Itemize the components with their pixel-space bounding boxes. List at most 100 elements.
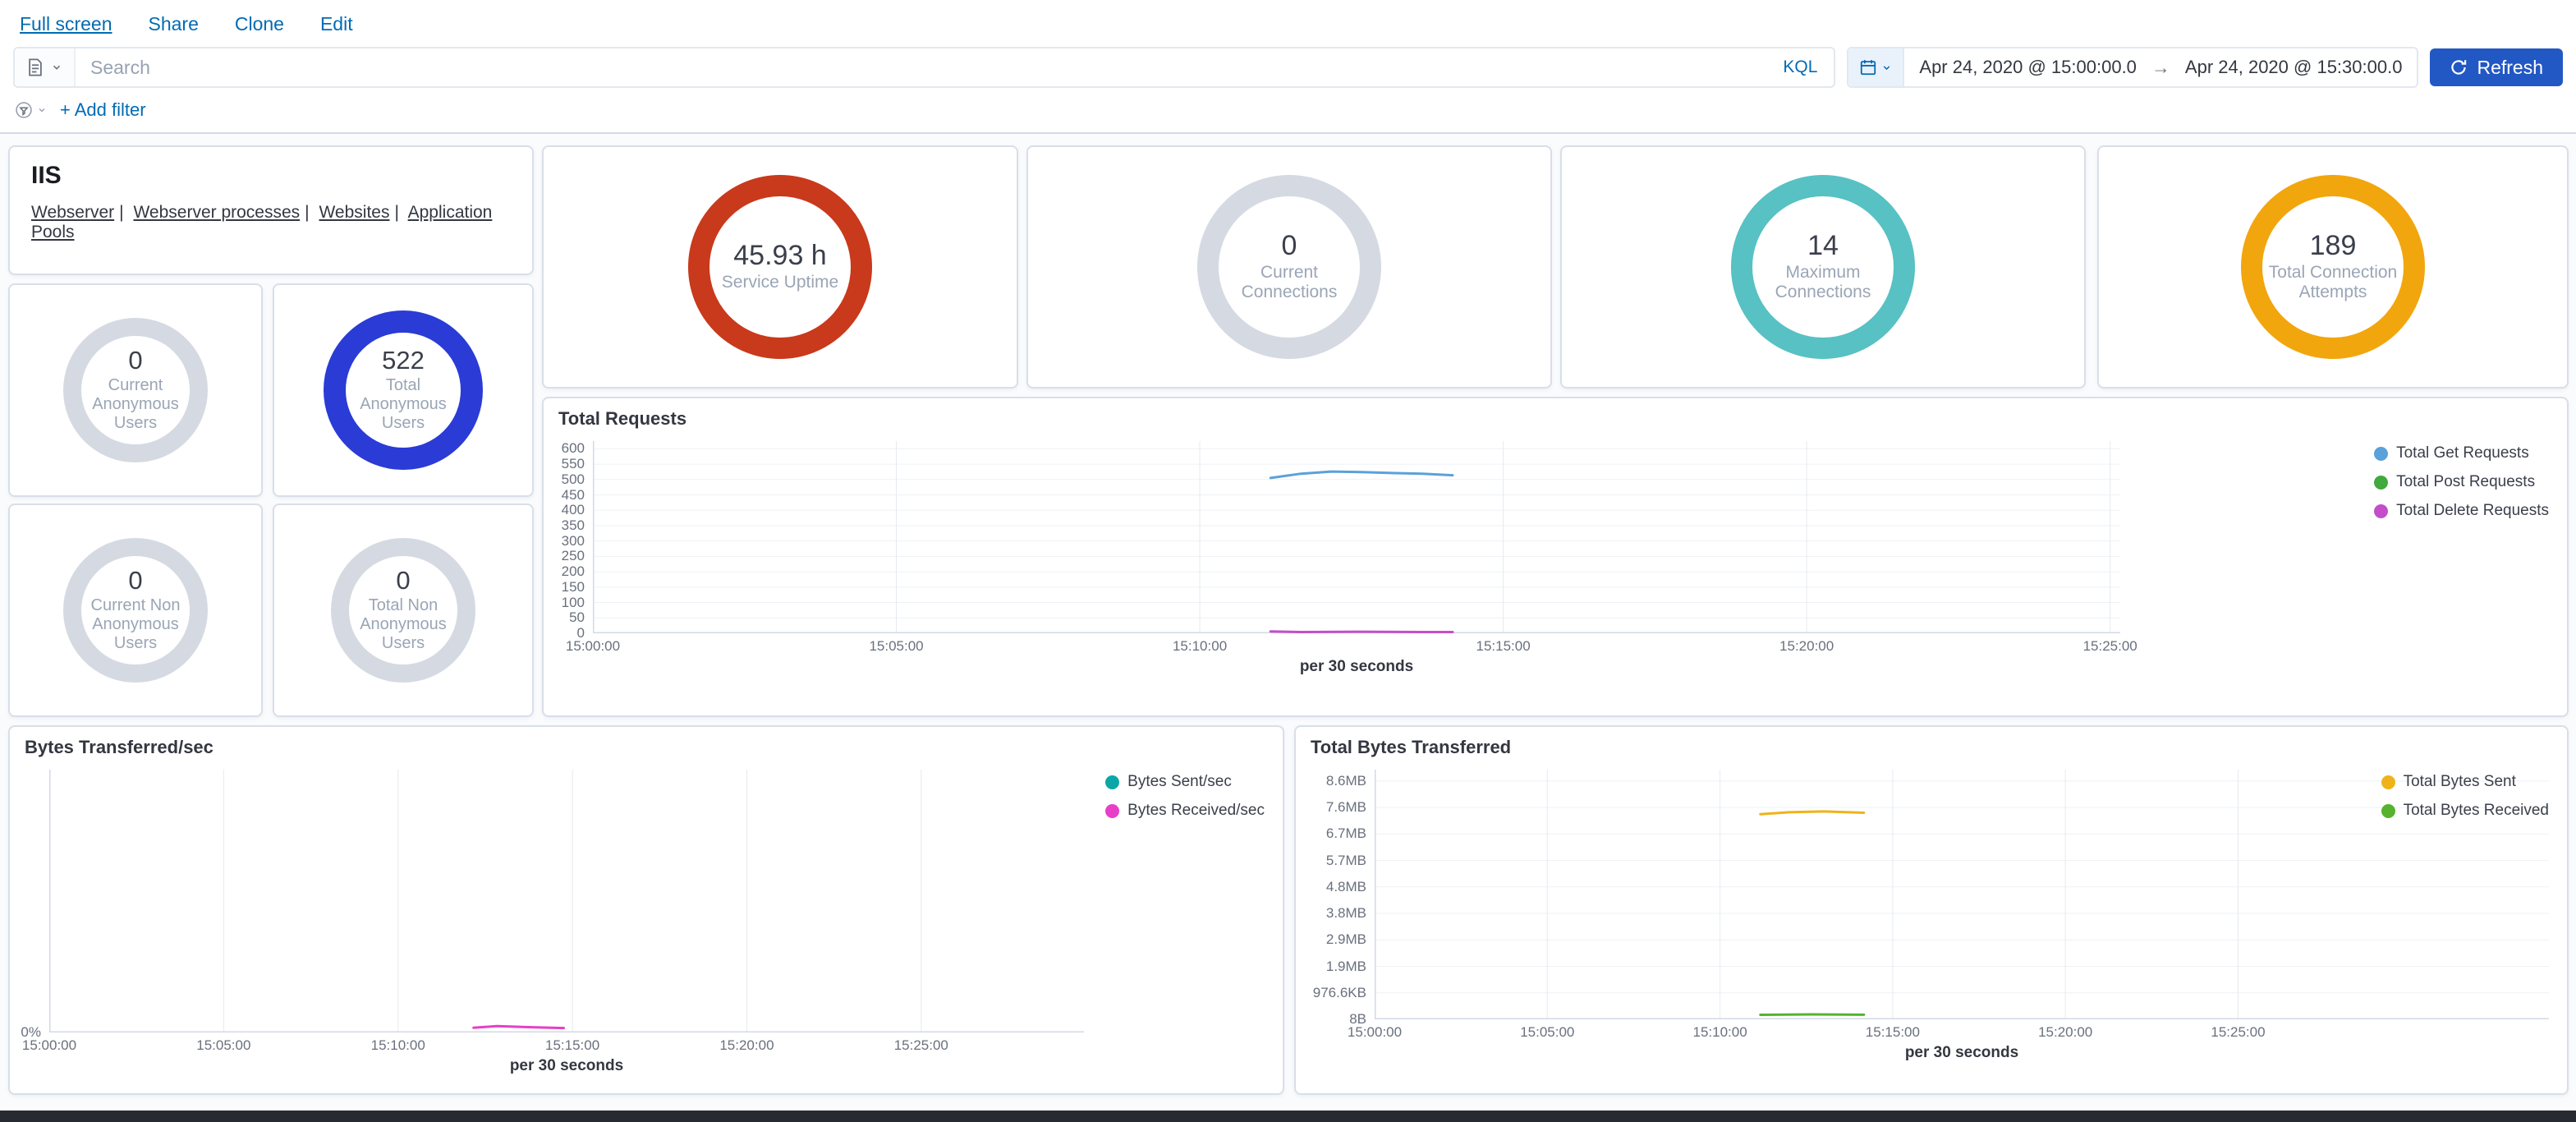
x-axis-label: 15:25:00 [2211, 1024, 2266, 1040]
gauge-label: Current Anonymous Users [92, 376, 179, 433]
x-axis-label: 15:10:00 [370, 1037, 425, 1053]
date-from[interactable]: Apr 24, 2020 @ 15:00:00.0 [1919, 57, 2137, 77]
add-filter-button[interactable]: + Add filter [60, 99, 146, 120]
x-axis-label: 15:05:00 [196, 1037, 251, 1053]
x-axis-label: 15:20:00 [2038, 1024, 2093, 1040]
gauge-value: 0 [1281, 229, 1297, 261]
refresh-icon [2451, 60, 2467, 75]
x-axis-label: 15:00:00 [1347, 1024, 1403, 1040]
legend-item[interactable]: Total Post Requests [2374, 473, 2549, 491]
y-axis-label: 3.8MB [1325, 905, 1366, 922]
x-axis-label: 15:20:00 [1779, 638, 1834, 654]
gauge-label: Total Non Anonymous Users [360, 596, 447, 653]
gauge-ring: 45.93 h Service Uptime [688, 175, 872, 359]
calendar-icon [1861, 60, 1876, 76]
x-axis: 15:00:00 15:05:00 15:10:00 15:15:00 15:20:00… [1348, 1019, 2549, 1042]
y-axis-label: 100 [561, 594, 585, 610]
x-axis-title: per 30 seconds [509, 1057, 624, 1074]
kql-language-button[interactable]: KQL [1783, 57, 1818, 76]
legend-dot-icon [1105, 775, 1120, 789]
search-input[interactable] [76, 56, 1767, 79]
link-separator: | [394, 203, 399, 222]
gauge-value: 14 [1807, 229, 1839, 261]
menu-item-share[interactable]: Share [148, 13, 199, 34]
x-axis-title: per 30 seconds [1299, 658, 1414, 675]
date-to[interactable]: Apr 24, 2020 @ 15:30:00.0 [2184, 57, 2403, 77]
x-axis-label: 15:00:00 [21, 1037, 77, 1053]
legend-label: Total Post Requests [2396, 473, 2536, 490]
saved-query-menu-button[interactable] [15, 48, 76, 86]
x-axis: 15:00:00 15:05:00 15:10:00 15:15:00 15:20:00… [566, 633, 2137, 656]
x-axis-label: 15:15:00 [544, 1037, 600, 1053]
menu-item-clone[interactable]: Clone [234, 13, 284, 34]
legend-label: Bytes Received/sec [1127, 802, 1265, 819]
plot-area[interactable] [593, 441, 2120, 633]
chevron-down-icon [39, 108, 45, 113]
plot-area[interactable] [1375, 770, 2549, 1019]
legend-dot-icon [2381, 803, 2395, 818]
y-axis-label: 550 [561, 456, 585, 472]
filter-options-button[interactable] [15, 101, 47, 119]
date-range-arrow-icon: → [2151, 56, 2170, 78]
x-axis-label: 15:20:00 [719, 1037, 774, 1053]
y-axis-label: 8B [1349, 1010, 1366, 1027]
y-axis-label: 5.7MB [1325, 852, 1366, 868]
search-box: KQL [13, 47, 1836, 88]
legend-dot-icon [2374, 446, 2389, 461]
chevron-down-icon [53, 65, 61, 70]
x-axis-title: per 30 seconds [1904, 1044, 2019, 1061]
x-axis-label: 15:15:00 [1865, 1024, 1920, 1040]
legend: Total Get Requests Total Post Requests Tot… [2374, 444, 2549, 520]
link-websites[interactable]: Websites [319, 203, 390, 222]
x-axis: 15:00:00 15:05:00 15:10:00 15:15:00 15:20:00… [22, 1032, 1084, 1055]
y-axis-label: 7.6MB [1325, 799, 1366, 816]
gauge-label: Total Anonymous Users [360, 376, 447, 433]
x-axis-label: 15:00:00 [565, 638, 621, 654]
y-axis-label: 4.8MB [1325, 878, 1366, 894]
legend-item[interactable]: Total Delete Requests [2374, 502, 2549, 520]
legend-dot-icon [2381, 775, 2395, 789]
gauge-label: Total Connection Attempts [2268, 263, 2398, 302]
y-axis-label: 1.9MB [1325, 958, 1366, 974]
x-axis-label: 15:15:00 [1476, 638, 1531, 654]
y-axis-label: 50 [569, 609, 585, 626]
menu-item-edit[interactable]: Edit [319, 13, 353, 34]
chart-title: Total Requests [558, 408, 687, 429]
y-axis-label: 200 [561, 563, 585, 580]
legend-item[interactable]: Bytes Received/sec [1105, 802, 1265, 820]
gauge-label: Current Connections [1241, 263, 1338, 302]
panel-total-bytes-transferred: Total Bytes Transferred 8B 976.6KB 1.9MB 2.… [1294, 725, 2569, 1095]
gauge-label: Maximum Connections [1775, 263, 1871, 302]
link-webserver-processes[interactable]: Webserver processes [133, 203, 301, 222]
top-menu: Full screen Share Clone Edit [0, 0, 2576, 44]
app-header: Full screen Share Clone Edit KQL [0, 0, 2576, 134]
y-axis-label: 300 [561, 532, 585, 549]
legend-item[interactable]: Total Bytes Sent [2381, 773, 2549, 791]
dashboard-grid: IIS Webserver | Webserver processes | Webs… [0, 134, 2576, 1118]
gauge-value: 0 [128, 565, 143, 595]
y-axis-label: 150 [561, 578, 585, 595]
legend-label: Total Get Requests [2396, 444, 2529, 462]
legend-item[interactable]: Total Get Requests [2374, 444, 2549, 462]
refresh-button[interactable]: Refresh [2430, 48, 2563, 86]
legend-dot-icon [2374, 475, 2389, 490]
gauge-label: Current Non Anonymous Users [90, 596, 181, 653]
y-axis-label: 350 [561, 517, 585, 533]
gauge-value: 189 [2309, 229, 2357, 261]
menu-item-full-screen[interactable]: Full screen [20, 13, 112, 34]
gauge-ring: 0 Total Non Anonymous Users [331, 538, 475, 683]
link-webserver[interactable]: Webserver [31, 203, 115, 222]
plot-area[interactable] [49, 770, 1084, 1032]
legend-item[interactable]: Bytes Sent/sec [1105, 773, 1265, 791]
legend-item[interactable]: Total Bytes Received [2381, 802, 2549, 820]
saved-query-icon [29, 58, 42, 76]
date-picker: Apr 24, 2020 @ 15:00:00.0 → Apr 24, 2020… [1847, 47, 2419, 88]
chart-title: Bytes Transferred/sec [25, 737, 214, 757]
filter-funnel-icon [16, 102, 32, 118]
panel-total-non-anonymous-users: 0 Total Non Anonymous Users [273, 504, 534, 717]
panel-bytes-transferred-per-sec: Bytes Transferred/sec 0% 15:00:00 15:05:0… [8, 725, 1284, 1095]
gauge-ring: 14 Maximum Connections [1731, 175, 1915, 359]
link-application-pools[interactable]: Application Pools [31, 203, 493, 241]
quick-select-date-button[interactable] [1848, 48, 1905, 86]
